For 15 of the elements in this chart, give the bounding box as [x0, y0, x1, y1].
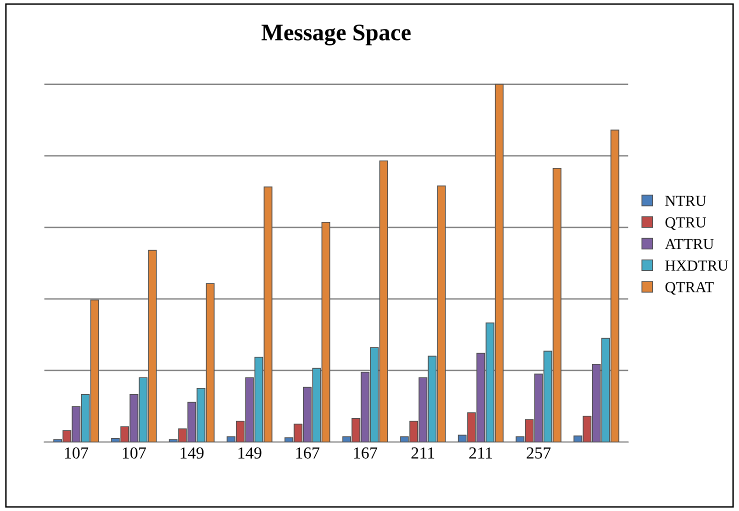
legend-label: HXDTRU — [665, 260, 728, 271]
x-tick-label: 107 — [65, 447, 88, 459]
x-tick-label: 149 — [180, 447, 204, 459]
x-tick-label: 149 — [238, 447, 262, 459]
x-tick-label: 167 — [354, 447, 378, 459]
x-tick-label: 167 — [296, 447, 320, 459]
legend-label: QTRAT — [665, 282, 714, 295]
legend-label: QTRU — [665, 217, 706, 230]
legend-label: ATTRU — [664, 238, 714, 250]
x-tick-label: 257 — [526, 447, 551, 459]
x-tick-label: 211 — [469, 447, 492, 458]
legend-label: NTRU — [665, 196, 706, 206]
x-tick-label: 211 — [411, 447, 434, 458]
x-tick-label: 107 — [122, 447, 146, 459]
chart-title: Message Space — [262, 24, 411, 46]
